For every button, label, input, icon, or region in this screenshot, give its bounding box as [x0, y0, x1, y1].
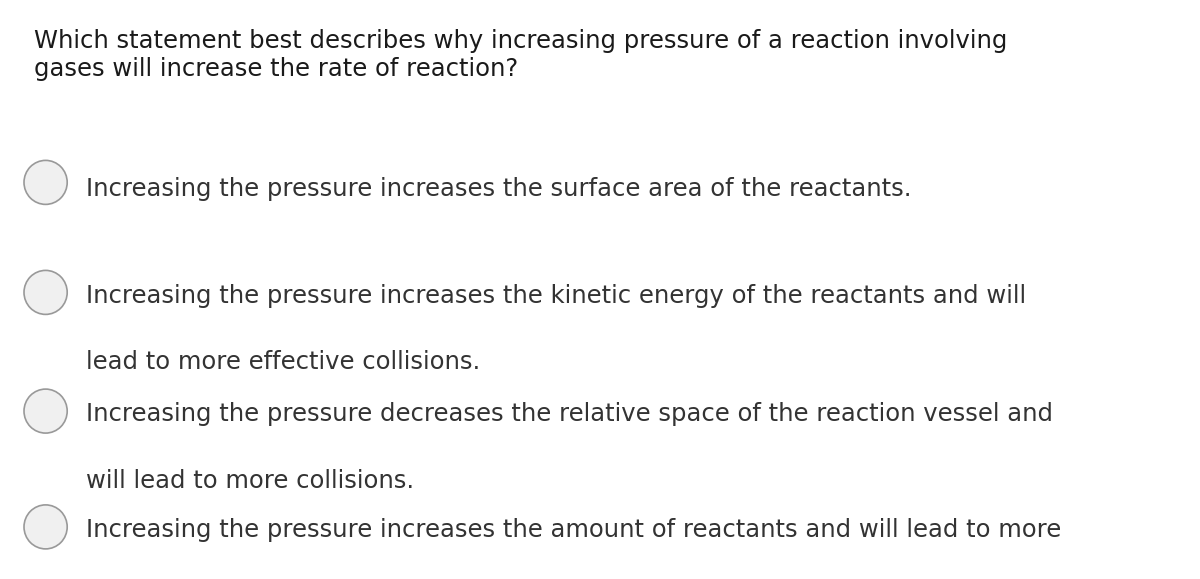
Text: Increasing the pressure increases the kinetic energy of the reactants and will: Increasing the pressure increases the ki… [86, 284, 1026, 307]
Text: lead to more effective collisions.: lead to more effective collisions. [86, 350, 481, 374]
Text: will lead to more collisions.: will lead to more collisions. [86, 469, 414, 493]
Ellipse shape [24, 160, 67, 204]
Ellipse shape [24, 389, 67, 433]
Text: Increasing the pressure increases the amount of reactants and will lead to more: Increasing the pressure increases the am… [86, 518, 1062, 542]
Text: Which statement best describes why increasing pressure of a reaction involving
g: Which statement best describes why incre… [34, 29, 1007, 80]
Ellipse shape [24, 270, 67, 314]
Text: Increasing the pressure increases the surface area of the reactants.: Increasing the pressure increases the su… [86, 177, 912, 200]
Ellipse shape [24, 505, 67, 549]
Text: Increasing the pressure decreases the relative space of the reaction vessel and: Increasing the pressure decreases the re… [86, 402, 1054, 426]
